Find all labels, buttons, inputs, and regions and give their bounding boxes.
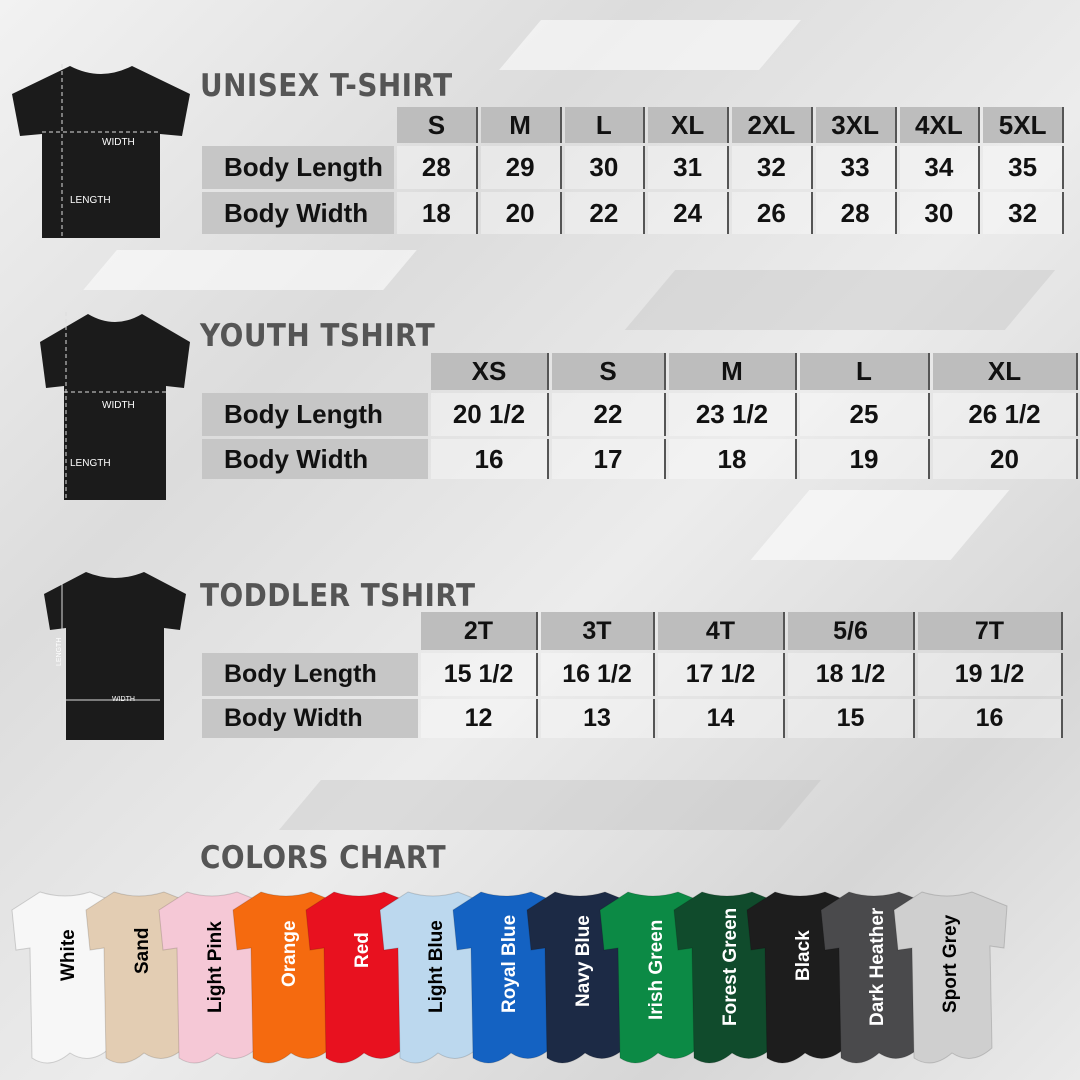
measurement-value: 25 — [800, 393, 930, 436]
measurement-value: 20 — [480, 192, 562, 234]
youth-title: YOUTH TSHIRT — [200, 318, 436, 354]
size-header: 7T — [918, 612, 1063, 650]
size-header: 3T — [541, 612, 655, 650]
measurement-value: 18 — [397, 192, 478, 234]
header-spacer — [202, 353, 428, 390]
color-name: Forest Green — [719, 907, 741, 1026]
unisex-size-table: S M L XL 2XL 3XL 4XL 5XL Body Length 28 29 30 31 32 33… — [202, 107, 1064, 234]
measurement-value: 19 1/2 — [918, 653, 1063, 696]
measurement-value: 28 — [397, 146, 478, 189]
measurement-value: 16 1/2 — [541, 653, 655, 696]
size-header: M — [480, 107, 562, 143]
color-name: Light Pink — [205, 921, 226, 1013]
size-header: 4T — [658, 612, 785, 650]
color-name: Dark Heather — [866, 907, 888, 1026]
measurement-value: 18 1/2 — [788, 653, 915, 696]
color-name: Royal Blue — [499, 914, 520, 1013]
size-header: XS — [431, 353, 549, 390]
measurement-value: 26 — [732, 192, 813, 234]
measurement-value: 28 — [815, 192, 897, 234]
measurement-value: 12 — [421, 699, 538, 738]
youth-size-table: XS S M L XL Body Length 20 1/2 22 23 1/2 25 26 1/2… — [202, 353, 1078, 479]
size-header: L — [800, 353, 930, 390]
size-header: S — [397, 107, 478, 143]
measurement-value: 20 — [933, 439, 1078, 479]
row-label: Body Length — [202, 653, 418, 696]
measurement-value: 32 — [732, 146, 813, 189]
color-name: Irish Green — [646, 919, 667, 1020]
color-name: Orange — [278, 920, 300, 987]
measurement-value: 35 — [983, 146, 1064, 189]
toddler-title: TODDLER TSHIRT — [200, 578, 476, 614]
measurement-value: 22 — [564, 192, 646, 234]
measurement-value: 15 1/2 — [421, 653, 538, 696]
size-header: XL — [648, 107, 729, 143]
measurement-value: 15 — [788, 699, 915, 738]
width-label: WIDTH — [102, 137, 135, 148]
measurement-value: 29 — [480, 146, 562, 189]
color-name: Sand — [131, 927, 153, 974]
size-header: 3XL — [815, 107, 897, 143]
color-name: Navy Blue — [572, 914, 594, 1007]
colors-title: COLORS CHART — [200, 840, 447, 876]
color-name: Sport Grey — [940, 914, 961, 1013]
unisex-shirt-diagram: WIDTH LENGTH — [10, 64, 192, 240]
row-label: Body Length — [202, 146, 394, 189]
measurement-value: 13 — [541, 699, 655, 738]
size-header: M — [669, 353, 797, 390]
measurement-value: 22 — [552, 393, 666, 436]
measurement-value: 14 — [658, 699, 785, 738]
width-label: WIDTH — [102, 400, 135, 411]
size-header: 5/6 — [788, 612, 915, 650]
measurement-value: 34 — [899, 146, 981, 189]
size-header: 4XL — [899, 107, 981, 143]
measurement-value: 16 — [918, 699, 1063, 738]
size-header: 2XL — [732, 107, 813, 143]
measurement-value: 31 — [648, 146, 729, 189]
measurement-value: 26 1/2 — [933, 393, 1078, 436]
measurement-value: 16 — [431, 439, 549, 479]
measurement-value: 20 1/2 — [431, 393, 549, 436]
measurement-value: 23 1/2 — [669, 393, 797, 436]
measurement-value: 32 — [983, 192, 1064, 234]
measurement-value: 24 — [648, 192, 729, 234]
toddler-shirt-diagram: WIDTH LENGTH — [42, 570, 188, 742]
youth-shirt-diagram: WIDTH LENGTH — [38, 312, 192, 502]
color-name: Red — [352, 931, 373, 968]
color-name: White — [58, 928, 79, 981]
row-label: Body Width — [202, 439, 428, 479]
measurement-value: 30 — [564, 146, 646, 189]
row-label: Body Width — [202, 699, 418, 738]
size-header: 2T — [421, 612, 538, 650]
color-name: Light Blue — [425, 920, 447, 1013]
size-header: 5XL — [983, 107, 1064, 143]
measurement-value: 30 — [899, 192, 981, 234]
width-label: WIDTH — [112, 696, 135, 703]
header-spacer — [202, 107, 394, 143]
length-label: LENGTH — [70, 458, 111, 469]
size-header: S — [552, 353, 666, 390]
measurement-value: 18 — [669, 439, 797, 479]
measurement-value: 17 — [552, 439, 666, 479]
measurement-value: 33 — [815, 146, 897, 189]
row-label: Body Length — [202, 393, 428, 436]
measurement-value: 19 — [800, 439, 930, 479]
unisex-title: UNISEX T-SHIRT — [200, 68, 453, 104]
header-spacer — [202, 612, 418, 650]
size-header: L — [564, 107, 646, 143]
length-label: LENGTH — [56, 637, 63, 666]
toddler-size-table: 2T 3T 4T 5/6 7T Body Length 15 1/2 16 1/2 17 1/2… — [202, 612, 1064, 738]
size-header: XL — [933, 353, 1078, 390]
row-label: Body Width — [202, 192, 394, 234]
length-label: LENGTH — [70, 195, 111, 206]
measurement-value: 17 1/2 — [658, 653, 785, 696]
color-name: Black — [793, 929, 814, 981]
color-swatch-shirt: Sport Grey — [892, 888, 1012, 1073]
